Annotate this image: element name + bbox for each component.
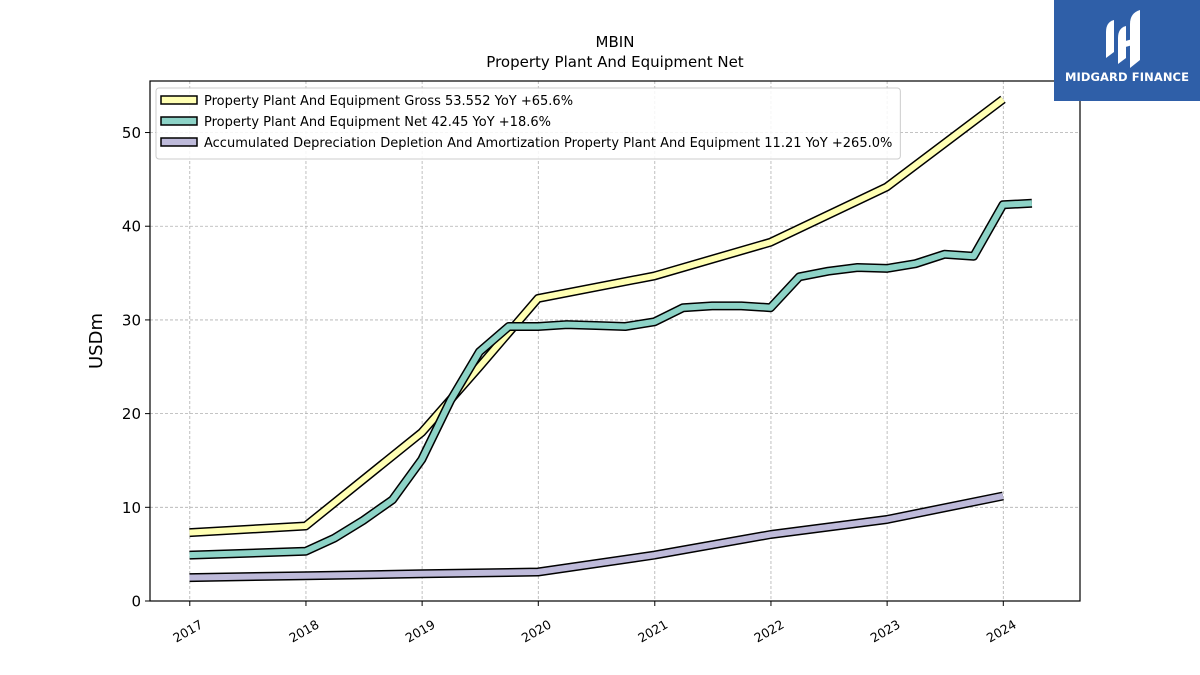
legend-item-3: Accumulated Depreciation Depletion And A…: [160, 136, 892, 151]
series-line-1: [189, 96, 1005, 536]
series-2: [189, 198, 1033, 560]
plot-frame: [149, 80, 1081, 602]
legend-swatch-1: [160, 95, 198, 105]
chart-title: MBIN: [596, 33, 635, 51]
logo-mark-icon: [1106, 10, 1140, 68]
legend-label-3: Accumulated Depreciation Depletion And A…: [204, 136, 892, 151]
y-tick-label-10: 10: [122, 499, 141, 517]
series-line-3: [189, 493, 1004, 581]
legend-item-1: Property Plant And Equipment Gross 53.55…: [160, 94, 573, 109]
legend-label-1: Property Plant And Equipment Gross 53.55…: [204, 94, 573, 109]
y-axis-label: USDm: [86, 313, 107, 369]
y-tick-label-0: 0: [131, 593, 141, 611]
legend-box: [155, 87, 901, 160]
series-line-2: [189, 200, 1033, 559]
legend: Property Plant And Equipment Gross 53.55…: [155, 87, 901, 160]
y-tick-label-20: 20: [122, 405, 141, 423]
brand-logo: MIDGARD FINANCE: [1054, 0, 1200, 101]
y-tick-label-40: 40: [122, 218, 141, 236]
logo-text: MIDGARD FINANCE: [1064, 70, 1190, 84]
series-3: [189, 491, 1004, 583]
chart-subtitle: Property Plant And Equipment Net: [486, 53, 743, 71]
legend-item-2: Property Plant And Equipment Net 42.45 Y…: [160, 115, 551, 130]
y-tick-label-50: 50: [122, 124, 141, 142]
legend-label-2: Property Plant And Equipment Net 42.45 Y…: [204, 115, 551, 130]
legend-swatch-2: [160, 116, 198, 126]
y-tick-label-30: 30: [122, 311, 141, 329]
series-layer: [189, 95, 1033, 583]
series-1: [189, 95, 1006, 538]
legend-swatch-3: [160, 137, 198, 147]
